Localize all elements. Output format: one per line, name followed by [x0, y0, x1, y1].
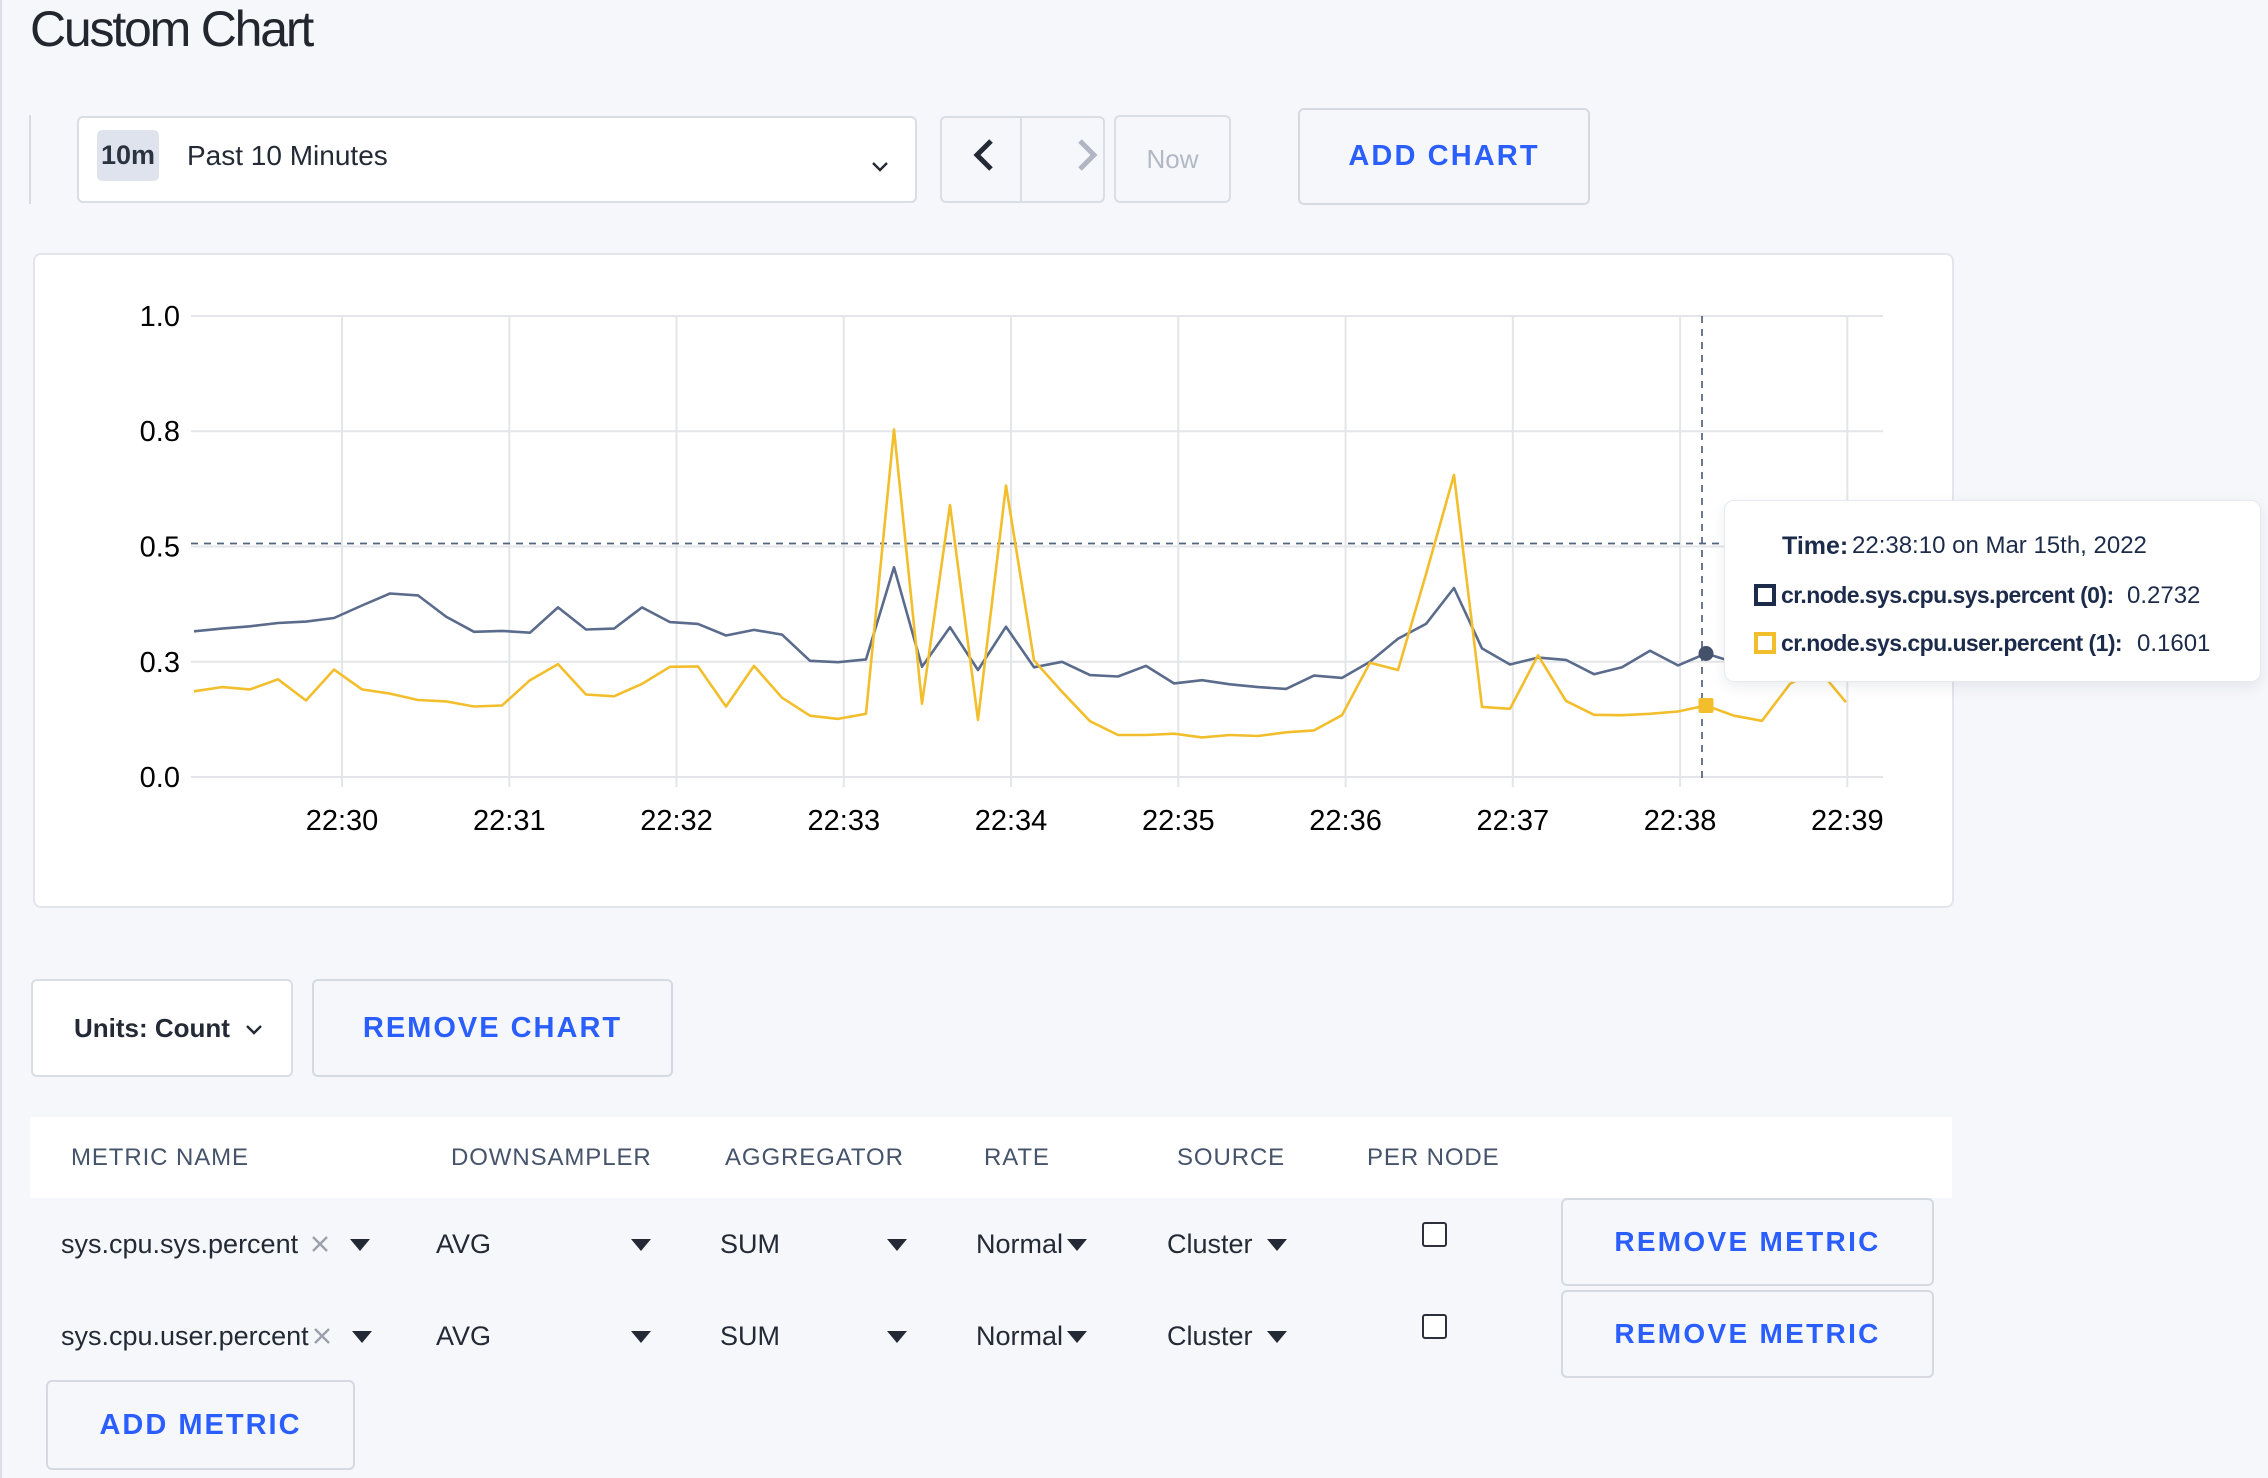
- svg-text:0.0: 0.0: [140, 762, 180, 794]
- svg-text:22:39: 22:39: [1811, 805, 1884, 837]
- svg-text:22:38: 22:38: [1644, 805, 1717, 837]
- svg-text:22:37: 22:37: [1477, 805, 1550, 837]
- svg-text:22:34: 22:34: [975, 805, 1048, 837]
- svg-text:1.0: 1.0: [140, 301, 180, 333]
- svg-text:22:30: 22:30: [306, 805, 379, 837]
- svg-text:0.3: 0.3: [140, 647, 180, 679]
- svg-text:22:35: 22:35: [1142, 805, 1215, 837]
- svg-text:22:32: 22:32: [640, 805, 713, 837]
- svg-text:0.5: 0.5: [140, 532, 180, 564]
- svg-text:22:36: 22:36: [1309, 805, 1382, 837]
- svg-text:22:33: 22:33: [808, 805, 881, 837]
- svg-text:0.8: 0.8: [140, 416, 180, 448]
- svg-text:22:31: 22:31: [473, 805, 546, 837]
